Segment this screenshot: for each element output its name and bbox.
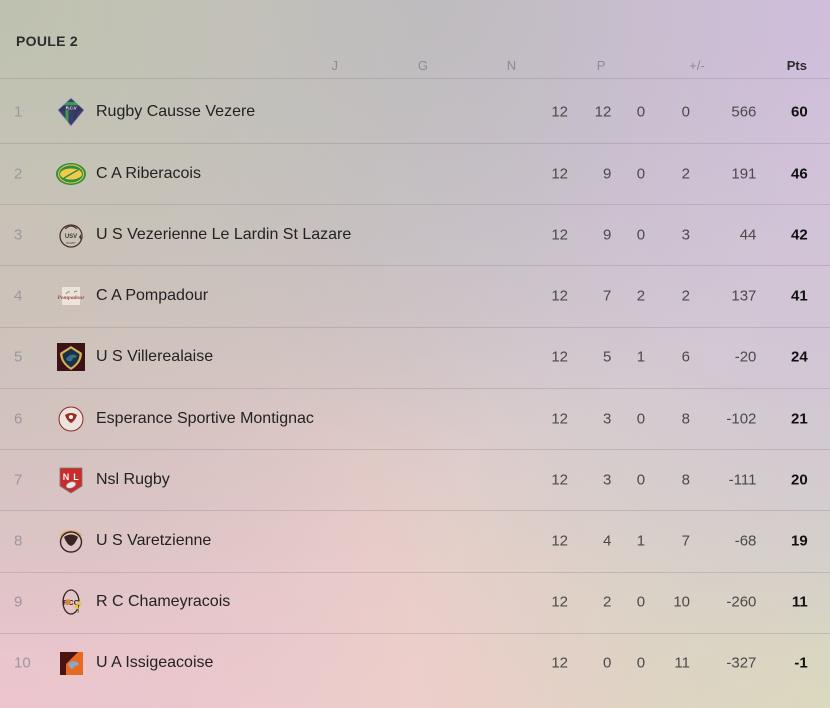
svg-text:R.C.V: R.C.V: [66, 106, 78, 111]
svg-text:L: L: [73, 472, 79, 482]
svg-text:Pompadour: Pompadour: [57, 295, 85, 301]
svg-text:USV: USV: [65, 234, 77, 240]
svg-text:RUGBY: RUGBY: [66, 241, 75, 245]
svg-text:N: N: [63, 472, 70, 482]
